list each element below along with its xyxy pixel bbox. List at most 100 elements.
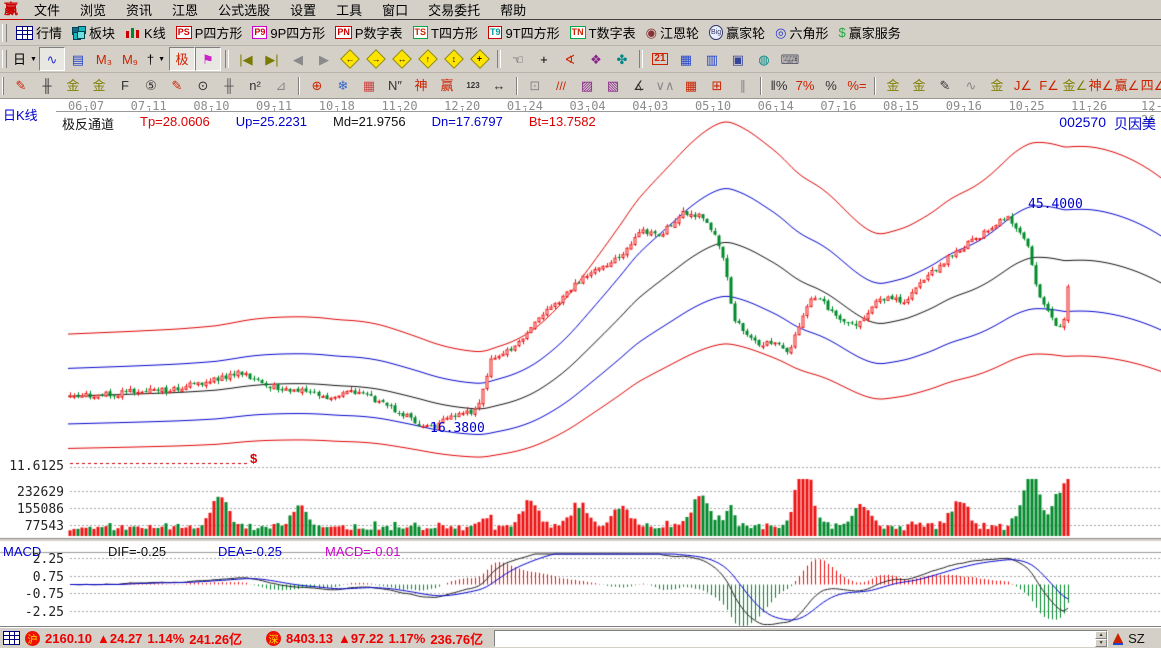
button-9t-square[interactable]: T9 9T四方形	[483, 21, 565, 45]
button-crosshair[interactable]: +	[531, 47, 557, 71]
button-jifan-channel[interactable]: 极	[168, 47, 195, 71]
menu-item-0[interactable]: 文件	[34, 3, 61, 18]
quote-grid-icon[interactable]	[3, 631, 20, 645]
button-zoom-h[interactable]: ↔	[389, 47, 415, 71]
button-next-bar[interactable]: ▶	[311, 47, 337, 71]
menu-item-6[interactable]: 工具	[336, 3, 363, 18]
button-hexagon[interactable]: ◎ 六角形	[770, 21, 833, 45]
button-percent-ruler[interactable]: ‖%	[766, 74, 792, 98]
button-quotes[interactable]: 行情	[11, 21, 67, 45]
button-k-note[interactable]: N″	[382, 74, 408, 98]
button-wave-lines[interactable]: ∨∧	[652, 74, 678, 98]
button-shen-angle[interactable]: 神∠	[1088, 74, 1114, 98]
menu-item-2[interactable]: 资讯	[126, 3, 153, 18]
button-angle-lines[interactable]: ∡	[626, 74, 652, 98]
button-gold-ruler-2[interactable]: 金	[86, 74, 112, 98]
button-ying-ruler[interactable]: 赢	[434, 74, 460, 98]
button-gold-circle[interactable]: 金	[880, 74, 906, 98]
button-sectors[interactable]: 板块	[67, 21, 120, 45]
menu-item-4[interactable]: 公式选股	[218, 3, 271, 18]
button-ruler[interactable]: ╫	[34, 74, 60, 98]
button-shen-ruler[interactable]: 神	[408, 74, 434, 98]
button-winner-service[interactable]: $ 赢家服务	[833, 21, 905, 45]
shenzhen-icon[interactable]: 深	[266, 630, 282, 646]
button-percent-retrace[interactable]: 7%	[792, 74, 818, 98]
button-9p-square[interactable]: P9 9P四方形	[247, 21, 330, 45]
button-printer[interactable]: ⌨	[777, 47, 803, 71]
button-fan-box[interactable]: ▨	[574, 74, 600, 98]
button-zoom-left[interactable]: ←	[337, 47, 363, 71]
button-first-bar[interactable]: |◀	[233, 47, 259, 71]
button-fan-grid[interactable]: ▧	[600, 74, 626, 98]
button-j-angle[interactable]: J∠	[1010, 74, 1036, 98]
button-percent-lines[interactable]: %=	[844, 74, 870, 98]
button-browser[interactable]: ◍	[751, 47, 777, 71]
button-t-number[interactable]: TN T数字表	[565, 21, 641, 45]
button-ying-angle[interactable]: 赢∠	[1114, 74, 1140, 98]
menu-item-8[interactable]: 交易委托	[428, 3, 481, 18]
button-zoom-up[interactable]: ↑	[415, 47, 441, 71]
button-n2-ruler[interactable]: n²	[242, 74, 268, 98]
button-flag-mark[interactable]: ⚑	[194, 47, 221, 71]
menu-item-5[interactable]: 设置	[290, 3, 317, 18]
button-wave-tool[interactable]: ∿	[958, 74, 984, 98]
button-pattern-marker[interactable]: ✤	[609, 47, 635, 71]
button-gold-angle[interactable]: 金∠	[1062, 74, 1088, 98]
button-f-ruler[interactable]: F	[112, 74, 138, 98]
button-kline[interactable]: K线	[120, 21, 171, 45]
button-wave-3[interactable]: M₃	[91, 47, 117, 71]
button-period-day[interactable]: 日 ▼	[11, 47, 39, 71]
button-prev-bar[interactable]: ◀	[285, 47, 311, 71]
button-plain-ruler[interactable]: ╫	[216, 74, 242, 98]
button-pen-gauge[interactable]: ✎	[932, 74, 958, 98]
button-winner-wheel[interactable]: Big 赢家轮	[704, 21, 770, 45]
button-pan-hand[interactable]: ☜	[505, 47, 531, 71]
button-calendar[interactable]: 21	[647, 47, 673, 71]
button-p-square[interactable]: PS P四方形	[171, 21, 248, 45]
button-p-number[interactable]: PN P数字表	[330, 21, 407, 45]
button-web-grid[interactable]: ▦	[356, 74, 382, 98]
button-zoom-right[interactable]: →	[363, 47, 389, 71]
button-ruler-123[interactable]: 123	[460, 74, 486, 98]
button-zoom-all[interactable]: +	[467, 47, 493, 71]
button-box-tool[interactable]: ⊡	[522, 74, 548, 98]
button-cycle-ruler[interactable]: ⊙	[190, 74, 216, 98]
button-calculator[interactable]: ▦	[673, 47, 699, 71]
kline-canvas[interactable]	[0, 99, 1161, 627]
button-parallel-lines[interactable]: ∥	[730, 74, 756, 98]
button-percent[interactable]: %	[818, 74, 844, 98]
menu-item-9[interactable]: 帮助	[500, 3, 527, 18]
button-si-angle[interactable]: 四∠	[1140, 74, 1161, 98]
button-pen-ruler[interactable]: ✎	[164, 74, 190, 98]
menu-item-3[interactable]: 江恩	[172, 3, 199, 18]
button-width-measure[interactable]: ↔	[486, 74, 512, 98]
button-spiral-ruler[interactable]: ⑤	[138, 74, 164, 98]
button-save[interactable]: ▣	[725, 47, 751, 71]
button-wave-9[interactable]: M₉	[117, 47, 143, 71]
button-info-list[interactable]: ▤	[65, 47, 91, 71]
button-gann-marker[interactable]: ❖	[583, 47, 609, 71]
button-f-angle[interactable]: F∠	[1036, 74, 1062, 98]
menu-item-1[interactable]: 浏览	[80, 3, 107, 18]
button-zoom-v[interactable]: ↕	[441, 47, 467, 71]
button-angle-gauge[interactable]: ⊿	[268, 74, 294, 98]
shanghai-icon[interactable]: 沪	[25, 630, 40, 646]
button-gann-fan[interactable]: ///	[548, 74, 574, 98]
input-spinner[interactable]: ▲ ▼	[1095, 630, 1108, 647]
button-red-grid[interactable]: ▦	[678, 74, 704, 98]
button-single-candle[interactable]: † ▼	[143, 47, 169, 71]
button-gold-lines[interactable]: 金	[906, 74, 932, 98]
button-gold-ruler[interactable]: 金	[60, 74, 86, 98]
button-gann-wheel[interactable]: ◉ 江恩轮	[641, 21, 704, 45]
button-compass[interactable]: ⊕	[304, 74, 330, 98]
button-last-bar[interactable]: ▶|	[259, 47, 285, 71]
button-trend-mode[interactable]: ∿	[38, 47, 65, 71]
button-grid-arrow[interactable]: ⊞	[704, 74, 730, 98]
command-input[interactable]: ▲ ▼	[494, 629, 1109, 647]
button-pen[interactable]: ✎	[8, 74, 34, 98]
button-angle-measure[interactable]: ∢	[557, 47, 583, 71]
button-snowflake[interactable]: ❄	[330, 74, 356, 98]
button-t-square[interactable]: TS T四方形	[408, 21, 483, 45]
button-gold-box[interactable]: 金	[984, 74, 1010, 98]
button-notepad[interactable]: ▥	[699, 47, 725, 71]
